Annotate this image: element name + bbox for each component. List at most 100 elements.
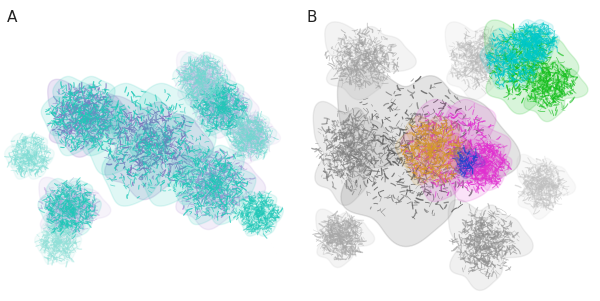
Polygon shape <box>60 232 82 253</box>
Polygon shape <box>41 96 80 136</box>
Polygon shape <box>5 145 28 168</box>
Polygon shape <box>76 76 115 116</box>
Polygon shape <box>261 203 283 225</box>
Polygon shape <box>241 191 263 213</box>
Polygon shape <box>155 114 216 175</box>
Polygon shape <box>445 151 496 202</box>
Polygon shape <box>445 99 496 150</box>
Polygon shape <box>245 136 269 160</box>
Polygon shape <box>88 96 127 136</box>
Polygon shape <box>103 96 214 200</box>
Polygon shape <box>102 83 163 144</box>
Polygon shape <box>84 114 145 175</box>
Polygon shape <box>224 94 252 121</box>
Polygon shape <box>130 124 170 166</box>
Polygon shape <box>513 31 534 52</box>
Polygon shape <box>41 243 62 264</box>
Polygon shape <box>200 172 226 198</box>
Polygon shape <box>25 157 47 179</box>
Polygon shape <box>416 99 466 150</box>
Polygon shape <box>245 112 269 136</box>
Polygon shape <box>200 79 227 107</box>
Polygon shape <box>406 151 440 185</box>
Polygon shape <box>51 235 65 250</box>
Polygon shape <box>173 65 199 92</box>
Polygon shape <box>445 22 524 100</box>
Polygon shape <box>35 232 56 253</box>
Polygon shape <box>460 125 511 176</box>
Polygon shape <box>516 43 546 74</box>
Polygon shape <box>60 198 79 218</box>
Polygon shape <box>193 70 211 88</box>
Polygon shape <box>11 157 34 179</box>
Polygon shape <box>517 154 575 219</box>
Polygon shape <box>53 116 92 156</box>
Polygon shape <box>54 221 75 242</box>
Polygon shape <box>235 203 257 225</box>
Polygon shape <box>232 112 256 136</box>
Polygon shape <box>489 28 520 58</box>
Polygon shape <box>426 151 460 185</box>
Polygon shape <box>416 151 466 202</box>
Polygon shape <box>313 101 398 205</box>
Polygon shape <box>254 191 277 213</box>
Polygon shape <box>532 20 553 41</box>
Polygon shape <box>489 59 520 89</box>
Polygon shape <box>457 152 482 178</box>
Polygon shape <box>232 136 256 160</box>
Polygon shape <box>480 43 511 74</box>
Polygon shape <box>174 145 266 230</box>
Polygon shape <box>137 145 198 206</box>
Polygon shape <box>46 178 76 208</box>
Polygon shape <box>46 208 76 237</box>
Polygon shape <box>401 125 451 176</box>
Polygon shape <box>25 133 47 156</box>
Polygon shape <box>224 124 248 148</box>
Polygon shape <box>507 28 537 58</box>
Polygon shape <box>212 98 231 117</box>
Polygon shape <box>479 139 505 165</box>
Polygon shape <box>464 165 490 191</box>
Polygon shape <box>196 79 223 106</box>
Polygon shape <box>507 59 537 89</box>
Polygon shape <box>436 133 470 168</box>
Polygon shape <box>31 145 54 168</box>
Polygon shape <box>72 194 101 222</box>
Polygon shape <box>102 145 163 206</box>
Polygon shape <box>464 139 490 165</box>
Polygon shape <box>47 79 133 157</box>
Polygon shape <box>204 65 230 92</box>
Polygon shape <box>11 133 34 156</box>
Polygon shape <box>53 76 92 116</box>
Polygon shape <box>191 94 219 121</box>
Polygon shape <box>406 116 440 150</box>
Polygon shape <box>523 57 588 122</box>
Polygon shape <box>252 206 266 221</box>
Polygon shape <box>325 22 416 100</box>
Polygon shape <box>22 148 37 164</box>
Polygon shape <box>217 165 256 205</box>
Polygon shape <box>254 214 277 236</box>
Polygon shape <box>200 108 227 135</box>
Polygon shape <box>395 133 430 168</box>
Polygon shape <box>170 165 209 205</box>
Polygon shape <box>205 145 244 185</box>
Polygon shape <box>196 52 223 78</box>
Polygon shape <box>182 185 221 225</box>
Polygon shape <box>454 147 485 178</box>
Polygon shape <box>194 80 259 138</box>
Polygon shape <box>228 112 280 164</box>
Polygon shape <box>529 34 543 49</box>
Polygon shape <box>64 178 93 208</box>
Text: A: A <box>7 10 17 25</box>
Polygon shape <box>216 79 244 107</box>
Polygon shape <box>76 116 115 156</box>
Text: B: B <box>307 10 317 25</box>
Polygon shape <box>64 208 93 237</box>
Polygon shape <box>39 177 111 242</box>
Polygon shape <box>487 152 512 178</box>
Polygon shape <box>476 156 493 174</box>
Polygon shape <box>316 209 374 268</box>
Polygon shape <box>448 200 533 290</box>
Polygon shape <box>216 108 244 135</box>
